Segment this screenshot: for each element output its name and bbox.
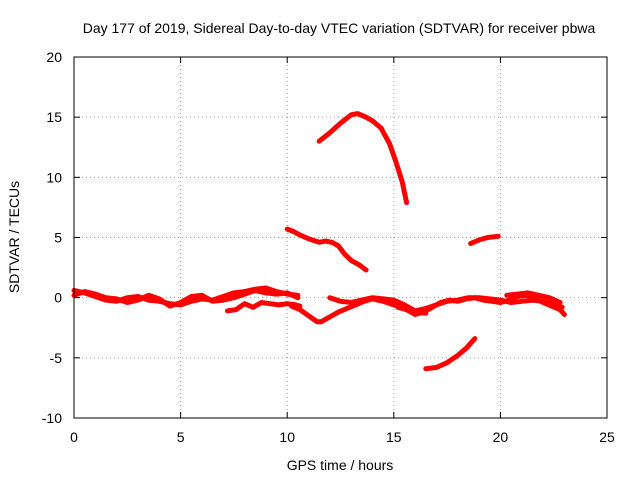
series-arc-f <box>284 226 369 273</box>
x-tick-label: 0 <box>70 429 78 445</box>
x-tick-label: 20 <box>493 429 509 445</box>
y-tick-label: 0 <box>54 290 62 306</box>
series-arc-d <box>395 292 567 317</box>
x-axis-label: GPS time / hours <box>287 457 394 473</box>
series-arc-i <box>423 336 478 372</box>
y-tick-label: 5 <box>54 230 62 246</box>
x-tick-label: 5 <box>177 429 185 445</box>
x-tick-label: 15 <box>386 429 402 445</box>
y-tick-label: -10 <box>42 410 62 426</box>
series-arc-main-b <box>71 287 301 309</box>
series-arc-g <box>316 111 410 206</box>
x-tick-label: 10 <box>279 429 295 445</box>
y-tick-label: 10 <box>46 169 62 185</box>
grid <box>74 57 607 418</box>
plot-series <box>71 111 567 372</box>
x-tick-label: 25 <box>599 429 615 445</box>
y-tick-label: 20 <box>46 49 62 65</box>
y-tick-label: -5 <box>50 350 63 366</box>
chart-title: Day 177 of 2019, Sidereal Day-to-day VTE… <box>83 20 596 36</box>
y-tick-label: 15 <box>46 109 62 125</box>
plot-frame <box>73 56 608 419</box>
series-arc-h <box>468 233 501 246</box>
y-axis-label: SDTVAR / TECUs <box>6 181 22 293</box>
axis-ticks: 0 5 10 15 20 25 -10 -5 0 5 10 15 20 <box>42 49 615 445</box>
series-arc-e <box>504 290 563 305</box>
